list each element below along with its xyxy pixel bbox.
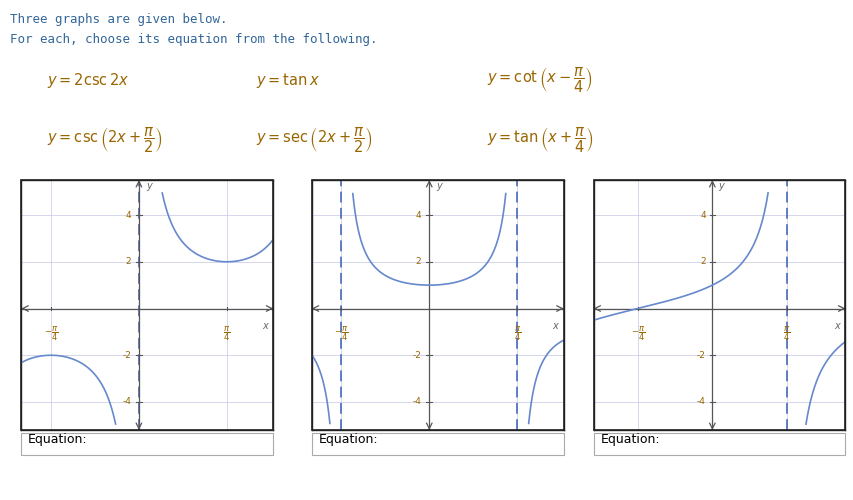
Text: $\dfrac{\pi}{4}$: $\dfrac{\pi}{4}$	[513, 325, 520, 344]
Text: -4: -4	[412, 398, 421, 406]
Text: 4: 4	[699, 210, 705, 220]
Text: $y = 2\csc 2x$: $y = 2\csc 2x$	[47, 70, 130, 90]
Text: $x$: $x$	[833, 322, 842, 332]
Text: $-\dfrac{\pi}{4}$: $-\dfrac{\pi}{4}$	[334, 325, 348, 344]
Text: -2: -2	[412, 350, 421, 360]
Text: 2: 2	[125, 258, 131, 266]
Text: 2: 2	[415, 258, 421, 266]
Text: $\dfrac{\pi}{4}$: $\dfrac{\pi}{4}$	[782, 325, 790, 344]
Text: -2: -2	[696, 350, 705, 360]
Text: $y$: $y$	[436, 181, 444, 193]
Text: Equation:: Equation:	[318, 434, 378, 446]
Text: $x$: $x$	[552, 322, 560, 332]
Text: -4: -4	[696, 398, 705, 406]
Text: 2: 2	[699, 258, 705, 266]
Text: $y = \sec\left(2x + \dfrac{\pi}{2}\right)$: $y = \sec\left(2x + \dfrac{\pi}{2}\right…	[256, 125, 373, 155]
Text: -2: -2	[122, 350, 131, 360]
Text: Equation:: Equation:	[600, 434, 659, 446]
Text: $y = \tan x$: $y = \tan x$	[256, 70, 320, 90]
Text: Equation:: Equation:	[28, 434, 88, 446]
Text: $y$: $y$	[717, 181, 725, 193]
Text: $-\dfrac{\pi}{4}$: $-\dfrac{\pi}{4}$	[630, 325, 644, 344]
Text: $y$: $y$	[146, 181, 154, 193]
Text: $x$: $x$	[262, 322, 270, 332]
Text: $-\dfrac{\pi}{4}$: $-\dfrac{\pi}{4}$	[44, 325, 58, 344]
Text: 4: 4	[125, 210, 131, 220]
Text: For each, choose its equation from the following.: For each, choose its equation from the f…	[10, 32, 377, 46]
Text: $y = \cot\left(x - \dfrac{\pi}{4}\right)$: $y = \cot\left(x - \dfrac{\pi}{4}\right)…	[486, 65, 592, 95]
Text: $y = \csc\left(2x + \dfrac{\pi}{2}\right)$: $y = \csc\left(2x + \dfrac{\pi}{2}\right…	[47, 125, 163, 155]
Text: $\dfrac{\pi}{4}$: $\dfrac{\pi}{4}$	[223, 325, 230, 344]
Text: $y = \tan\left(x + \dfrac{\pi}{4}\right)$: $y = \tan\left(x + \dfrac{\pi}{4}\right)…	[486, 125, 593, 155]
Text: 4: 4	[415, 210, 421, 220]
Text: -4: -4	[122, 398, 131, 406]
Text: Three graphs are given below.: Three graphs are given below.	[10, 12, 228, 26]
